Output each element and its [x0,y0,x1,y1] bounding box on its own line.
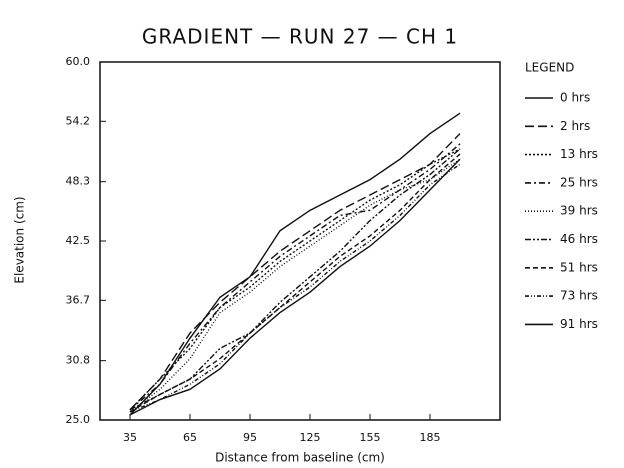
y-tick-label: 48.3 [66,175,91,188]
series-line [129,133,461,411]
x-tick-label: 185 [420,431,441,444]
series-line [129,153,461,413]
x-axis-label: Distance from baseline (cm) [215,451,385,465]
y-tick-label: 25.0 [66,413,91,426]
x-tick-label: 35 [123,431,137,444]
legend-label: 39 hrs [560,204,598,218]
y-axis-label: Elevation (cm) [13,196,27,283]
y-tick-label: 54.2 [66,114,91,127]
series-line [129,163,461,413]
legend-label: 73 hrs [560,289,598,303]
x-tick-label: 155 [360,431,381,444]
legend-label: 2 hrs [560,119,590,133]
x-tick-label: 95 [243,431,257,444]
legend-label: 91 hrs [560,317,598,331]
legend-label: 46 hrs [560,232,598,246]
x-tick-label: 125 [300,431,321,444]
y-tick-label: 42.5 [66,234,91,247]
x-tick-label: 65 [183,431,197,444]
y-tick-label: 30.8 [66,354,91,367]
legend-label: 25 hrs [560,175,598,189]
series-line [129,158,461,416]
chart-title: GRADIENT — RUN 27 — CH 1 [142,25,458,49]
legend-label: 0 hrs [560,91,590,105]
legend-label: 13 hrs [560,147,598,161]
series-line [129,148,461,411]
series-line [129,112,461,416]
y-tick-label: 60.0 [66,55,91,68]
y-tick-label: 36.7 [66,293,91,306]
legend-label: 51 hrs [560,260,598,274]
series-line [129,143,461,411]
legend-title: LEGEND [525,61,574,75]
series-line [129,148,461,411]
